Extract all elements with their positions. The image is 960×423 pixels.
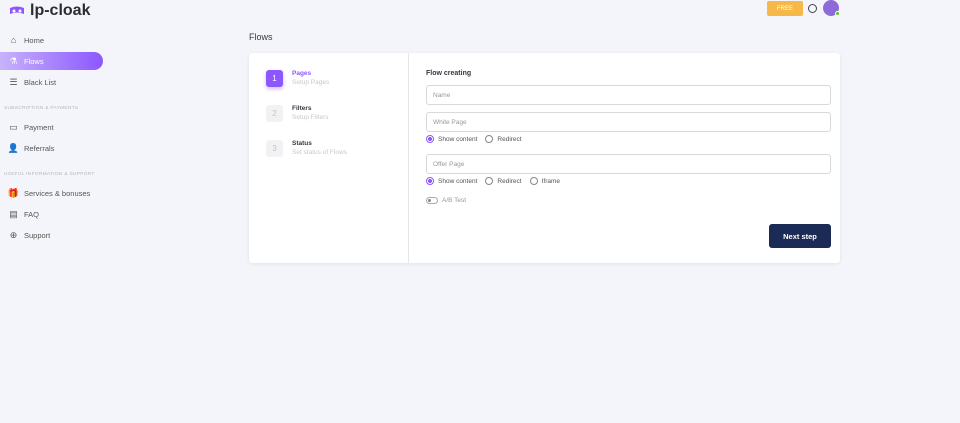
plan-badge[interactable]: FREE [767,1,803,16]
radio-unchecked-icon [485,135,494,143]
support-icon: ⊕ [9,229,18,240]
radio-unchecked-icon [485,177,494,185]
section-useful-info: USEFUL INFORMATION & SUPPORT [4,172,95,177]
radio-iframe[interactable]: Iframe [529,177,561,185]
step-pages[interactable]: 1 Pages Setup Pages [266,70,329,87]
toggle-switch[interactable] [426,197,438,204]
page-title: Flows [249,32,273,42]
avatar[interactable] [823,0,840,16]
sidebar-item-referrals[interactable]: 👤 Referrals [0,139,103,157]
step-subtitle: Setup Pages [292,79,330,86]
next-step-button[interactable]: Next step [769,224,831,248]
sidebar-item-label: Support [24,230,51,240]
radio-label: Iframe [541,177,561,185]
step-title: Status [292,140,312,147]
stepper: 1 Pages Setup Pages 2 Filters Setup Filter… [249,53,409,263]
step-title: Filters [292,105,312,112]
sidebar-item-faq[interactable]: ▤ FAQ [0,205,103,223]
sidebar-item-services[interactable]: 🎁 Services & bonuses [0,184,103,202]
step-filters[interactable]: 2 Filters Setup Filters [266,105,329,122]
sidebar-item-payment[interactable]: ▭ Payment [0,118,103,136]
list-icon: ☰ [9,76,18,87]
form-title: Flow creating [426,70,472,77]
sidebar-item-label: Referrals [24,143,55,153]
gift-icon: 🎁 [7,187,20,198]
radio-redirect[interactable]: Redirect [485,135,522,143]
faq-icon: ▤ [9,208,18,219]
sidebar-item-label: Payment [24,122,54,132]
name-input[interactable]: Name [426,85,831,105]
online-status-dot [835,11,840,16]
radio-redirect[interactable]: Redirect [485,177,522,185]
radio-checked-icon [426,177,434,185]
radio-label: Redirect [497,135,522,143]
sidebar-item-label: FAQ [24,209,40,219]
sidebar-item-label: Home [24,35,45,45]
card-icon: ▭ [9,121,18,132]
globe-icon[interactable] [808,4,817,13]
step-number: 1 [266,70,283,87]
step-subtitle: Setup Filters [292,114,329,121]
logo[interactable]: lp-cloak [9,2,90,20]
ab-test-label: A/B Test [442,197,467,204]
radio-label: Redirect [497,177,522,185]
mask-logo-icon [10,6,24,14]
step-number: 2 [266,105,283,122]
sidebar-item-home[interactable]: ⌂ Home [0,31,103,49]
offer-page-input[interactable]: Offer Page [426,154,831,174]
flow-wizard-card: 1 Pages Setup Pages 2 Filters Setup Filter… [249,53,840,263]
sidebar-item-label: Flows [24,56,44,66]
sidebar-item-support[interactable]: ⊕ Support [0,226,103,244]
referrals-icon: 👤 [7,142,20,153]
sidebar-item-black-list[interactable]: ☰ Black List [0,73,103,91]
sidebar-item-label: Services & bonuses [24,188,91,198]
step-title: Pages [292,70,312,77]
flows-icon: ⚗ [9,55,18,66]
sidebar-item-label: Black List [24,77,57,87]
white-page-input[interactable]: White Page [426,112,831,132]
step-subtitle: Set status of Flows [292,149,347,156]
white-page-mode: Show content Redirect [426,135,522,143]
radio-checked-icon [426,135,434,143]
step-number: 3 [266,140,283,157]
ab-test-toggle[interactable]: A/B Test [426,197,466,204]
step-status[interactable]: 3 Status Set status of Flows [266,140,347,157]
home-icon: ⌂ [10,35,17,45]
sidebar-item-flows[interactable]: ⚗ Flows [0,52,103,70]
radio-label: Show content [438,135,478,143]
section-subscription: SUBSCRIPTION & PAYMENTS [4,106,79,111]
radio-unchecked-icon [529,177,538,185]
radio-label: Show content [438,177,478,185]
radio-show-content[interactable]: Show content [426,177,477,185]
radio-show-content[interactable]: Show content [426,135,477,143]
offer-page-mode: Show content Redirect Iframe [426,177,560,185]
app-name: lp-cloak [30,2,91,19]
